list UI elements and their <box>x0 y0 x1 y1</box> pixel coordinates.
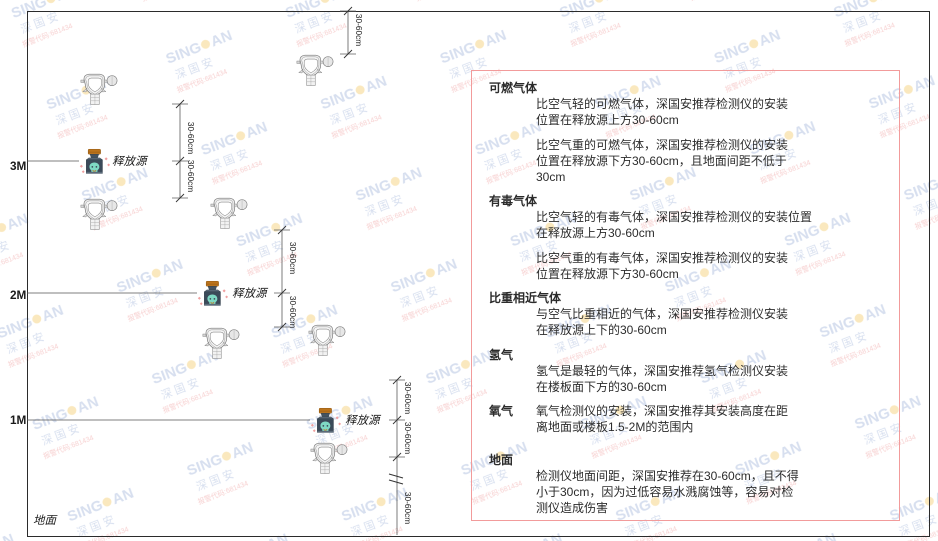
svg-text:30-60cm: 30-60cm <box>354 14 364 46</box>
svg-text:30-60cm: 30-60cm <box>186 160 196 192</box>
svg-text:30-60cm: 30-60cm <box>288 296 298 328</box>
svg-text:释放源: 释放源 <box>112 155 149 168</box>
svg-text:30-60cm: 30-60cm <box>403 492 413 524</box>
svg-text:30-60cm: 30-60cm <box>288 242 298 274</box>
svg-text:释放源: 释放源 <box>345 414 382 427</box>
svg-text:3M: 3M <box>10 159 27 173</box>
svg-text:30-60cm: 30-60cm <box>403 422 413 454</box>
svg-text:2M: 2M <box>10 288 27 302</box>
svg-text:30-60cm: 30-60cm <box>186 122 196 154</box>
svg-text:30-60cm: 30-60cm <box>403 382 413 414</box>
svg-text:1M: 1M <box>10 413 27 427</box>
svg-text:地面: 地面 <box>33 514 58 527</box>
svg-text:释放源: 释放源 <box>232 287 269 300</box>
